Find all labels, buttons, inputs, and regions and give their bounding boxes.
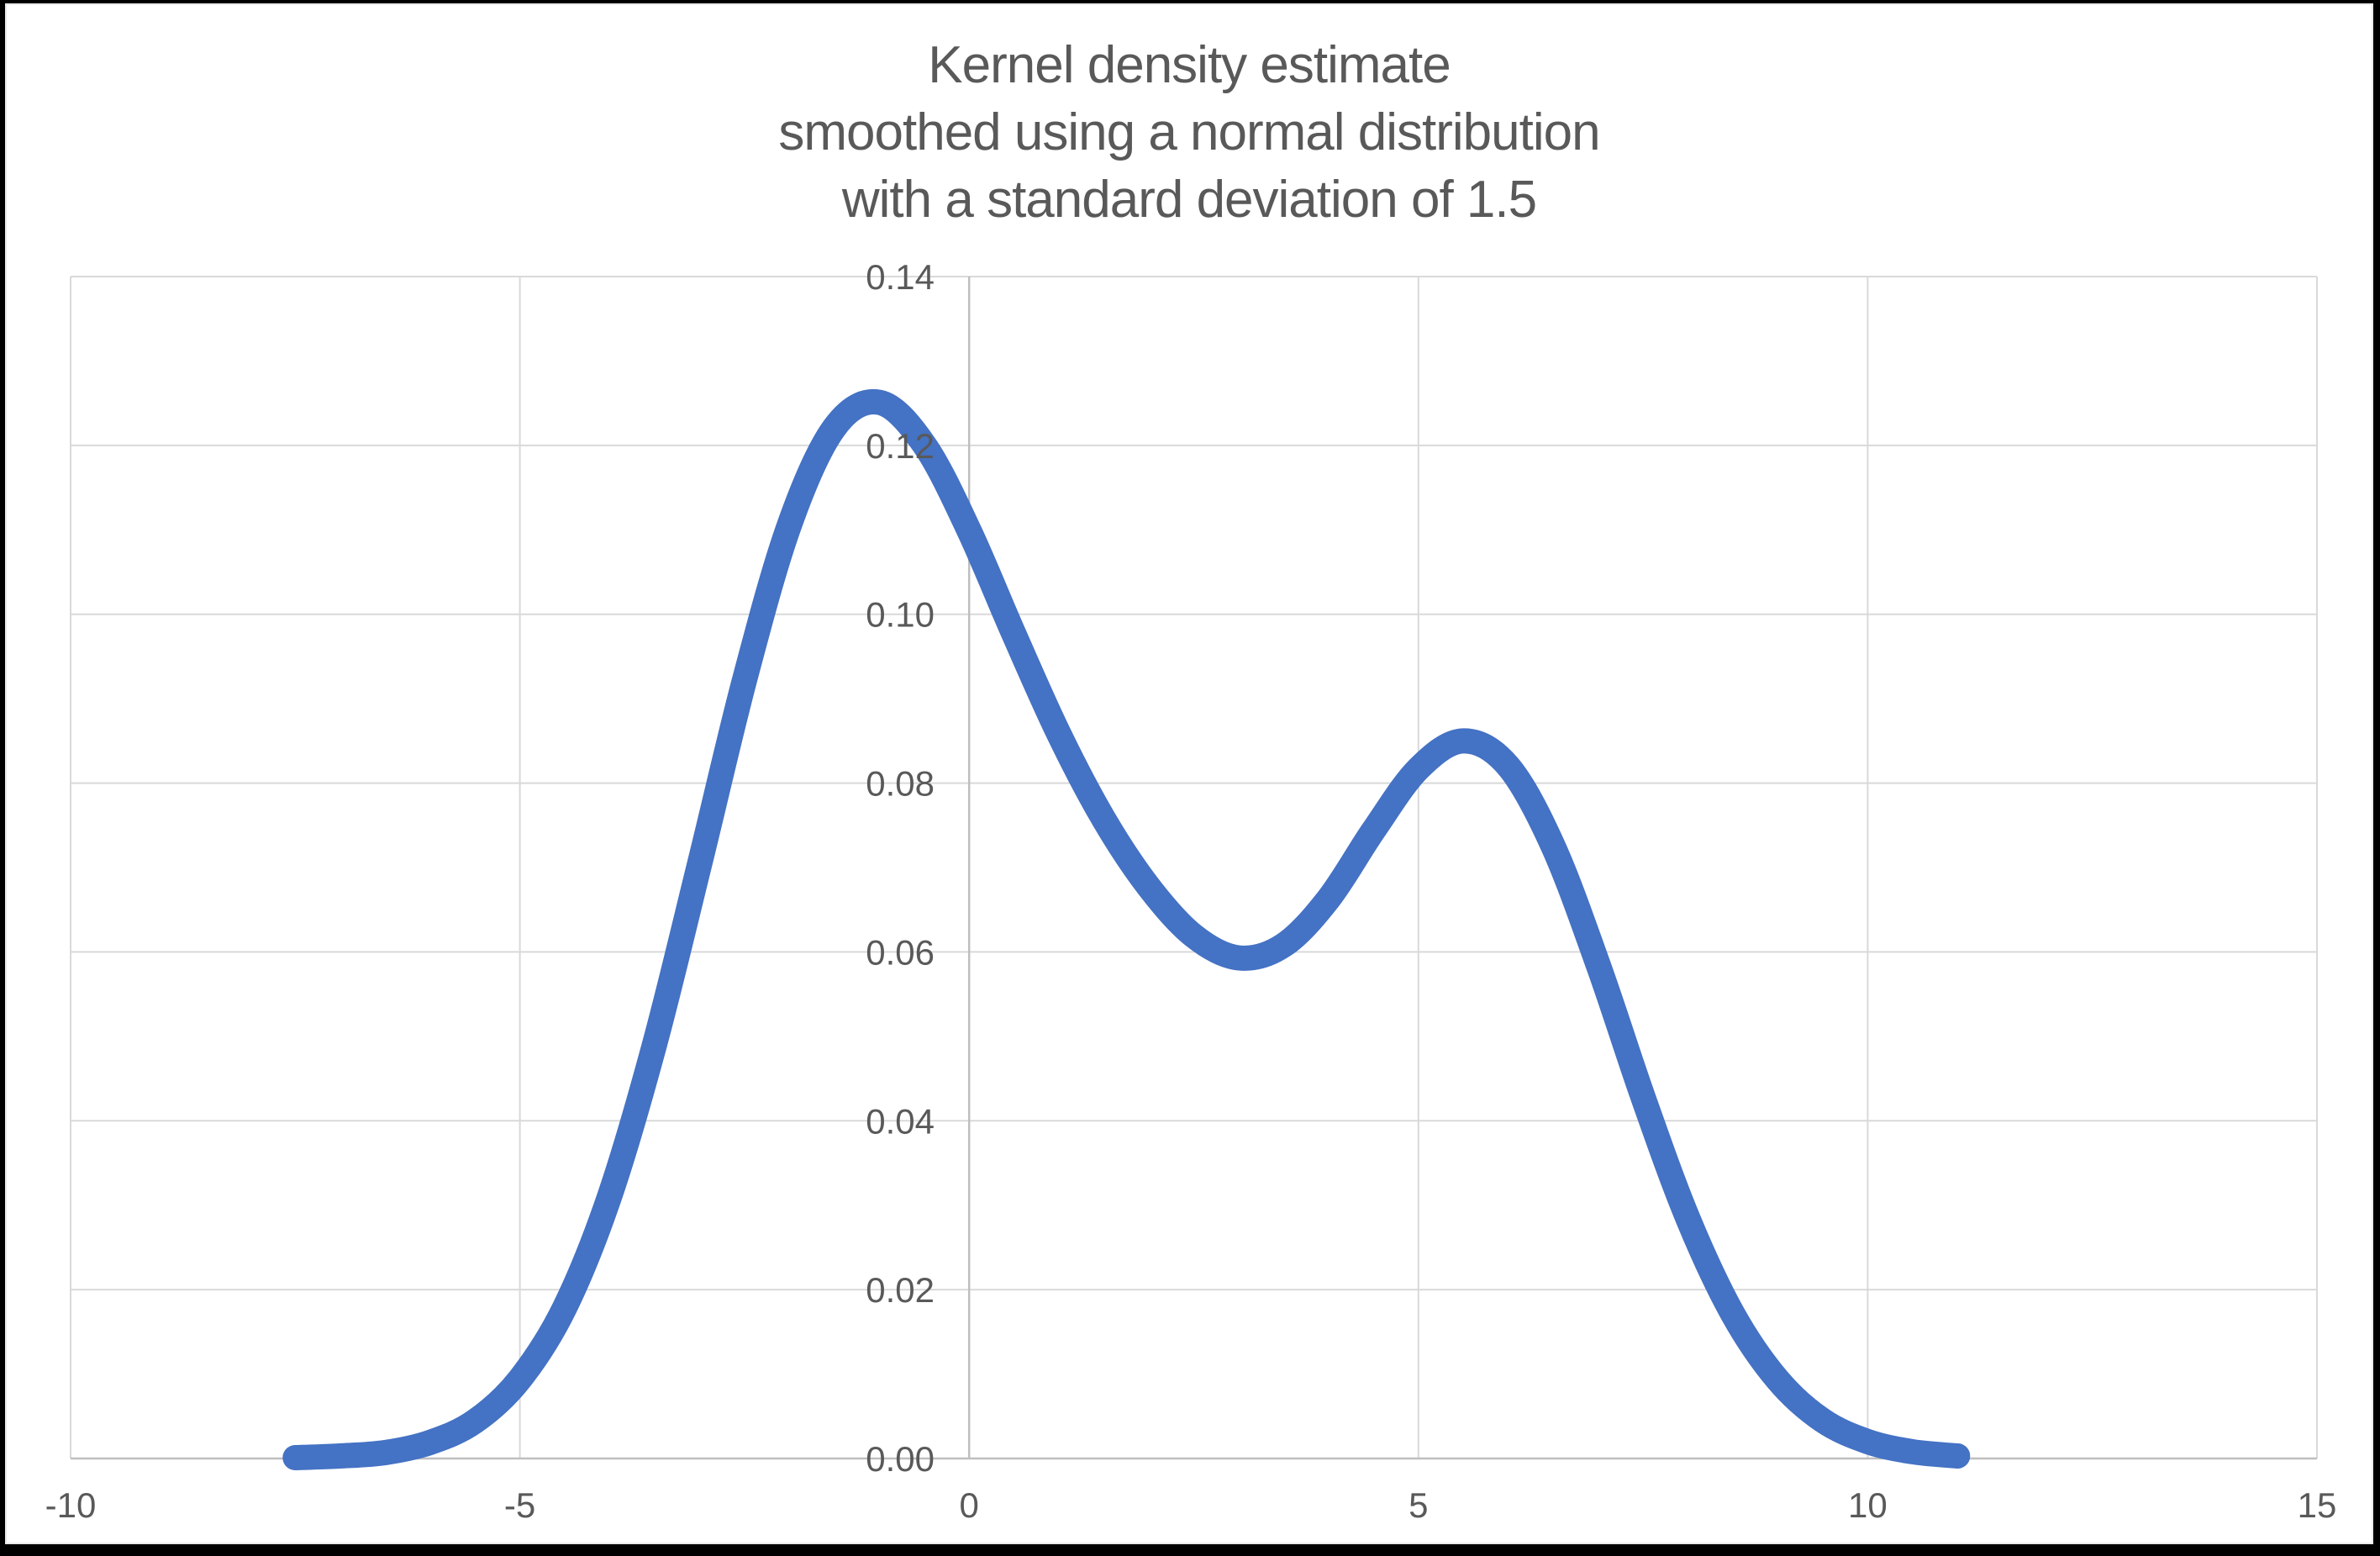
- y-axis-tick-label: 0.08: [866, 764, 935, 804]
- y-axis-tick-label: 0.04: [866, 1101, 935, 1141]
- y-axis-tick-label: 0.00: [866, 1439, 935, 1479]
- y-axis-tick-label: 0.02: [866, 1270, 935, 1310]
- chart-title: Kernel density estimate smoothed using a…: [5, 32, 2373, 234]
- chart-title-line-2: smoothed using a normal distribution: [778, 103, 1600, 161]
- x-axis-tick-label: 0: [960, 1485, 979, 1525]
- y-axis-tick-label: 0.14: [866, 257, 935, 297]
- y-axis-tick-label: 0.12: [866, 426, 935, 466]
- chart-title-line-3: with a standard deviation of 1.5: [841, 171, 1537, 229]
- kde-plot-area: 0.00 0.02 0.04 0.06 0.08 0.10 0.12 0.14 -10 -5 0 5 1…: [45, 257, 2337, 1525]
- x-axis-tick-label: 15: [2298, 1485, 2337, 1525]
- x-axis-tick-label: 10: [1848, 1485, 1888, 1525]
- x-axis-tick-label: -5: [504, 1485, 535, 1525]
- chart-title-line-1: Kernel density estimate: [928, 36, 1451, 94]
- y-axis-tick-label: 0.06: [866, 932, 935, 972]
- x-axis-tick-label: -10: [45, 1485, 97, 1525]
- kde-curve: [282, 388, 1971, 1470]
- x-axis-tick-label: 5: [1409, 1485, 1428, 1525]
- y-axis-tick-label: 0.10: [866, 595, 935, 635]
